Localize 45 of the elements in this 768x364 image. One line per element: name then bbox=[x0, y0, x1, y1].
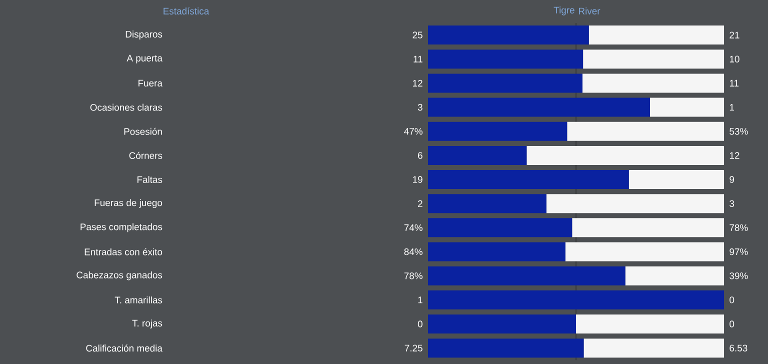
text: 0 bbox=[418, 320, 422, 328]
data-label: 1 bbox=[730, 104, 734, 111]
y-tick-label: Pases completados bbox=[80, 223, 162, 232]
data-label: 3 bbox=[730, 200, 734, 207]
y-tick-label: Fueras de juego bbox=[94, 199, 162, 208]
text: 1 bbox=[418, 296, 422, 304]
data-label: 12 bbox=[413, 80, 422, 86]
y-tick-label: Faltas bbox=[137, 176, 162, 183]
y-tick-label: Disparos bbox=[126, 30, 162, 40]
y-tick-label: Cabezazos ganados bbox=[76, 271, 162, 280]
y-tick-label: Calificación media bbox=[86, 344, 162, 352]
data-label: 19 bbox=[413, 176, 422, 183]
data-label: 39% bbox=[730, 272, 748, 280]
text: 0 bbox=[730, 320, 734, 328]
data-label: 12 bbox=[730, 152, 740, 159]
data-label: 47% bbox=[404, 128, 422, 135]
y-tick-label: T. rojas bbox=[132, 320, 162, 328]
data-label: 97% bbox=[730, 248, 748, 256]
data-label: 10 bbox=[730, 56, 740, 62]
data-label: 78% bbox=[730, 224, 748, 232]
series-label: River bbox=[578, 7, 600, 14]
y-tick-label: Posesión bbox=[124, 128, 162, 135]
y-tick-label: Ocasiones claras bbox=[90, 104, 162, 111]
y-tick-label: A puerta bbox=[126, 54, 162, 64]
data-label: 11 bbox=[730, 80, 739, 86]
data-label: 7.25 bbox=[404, 344, 422, 352]
data-label: 25 bbox=[412, 32, 422, 38]
data-label: 9 bbox=[730, 176, 734, 183]
data-label: 3 bbox=[418, 104, 422, 111]
data-label: 84% bbox=[404, 248, 422, 256]
data-label: 78% bbox=[404, 272, 422, 280]
data-label: 21 bbox=[730, 32, 740, 38]
data-label: 74% bbox=[404, 224, 422, 231]
data-label: 11 bbox=[414, 56, 422, 62]
y-tick-label: Córners bbox=[129, 152, 162, 159]
y-tick-label: Fuera bbox=[138, 80, 162, 86]
data-label: 53% bbox=[730, 128, 748, 135]
y-axis-title: Estadística bbox=[164, 7, 210, 14]
data-label: 6.53 bbox=[730, 344, 748, 352]
y-tick-label: Entradas con éxito bbox=[84, 248, 162, 256]
text: 0 bbox=[730, 296, 734, 304]
data-label: 2 bbox=[418, 200, 422, 207]
y-tick-label: T. amarillas bbox=[114, 296, 162, 304]
series-label: Tigre bbox=[554, 6, 574, 16]
data-label: 6 bbox=[418, 152, 422, 159]
